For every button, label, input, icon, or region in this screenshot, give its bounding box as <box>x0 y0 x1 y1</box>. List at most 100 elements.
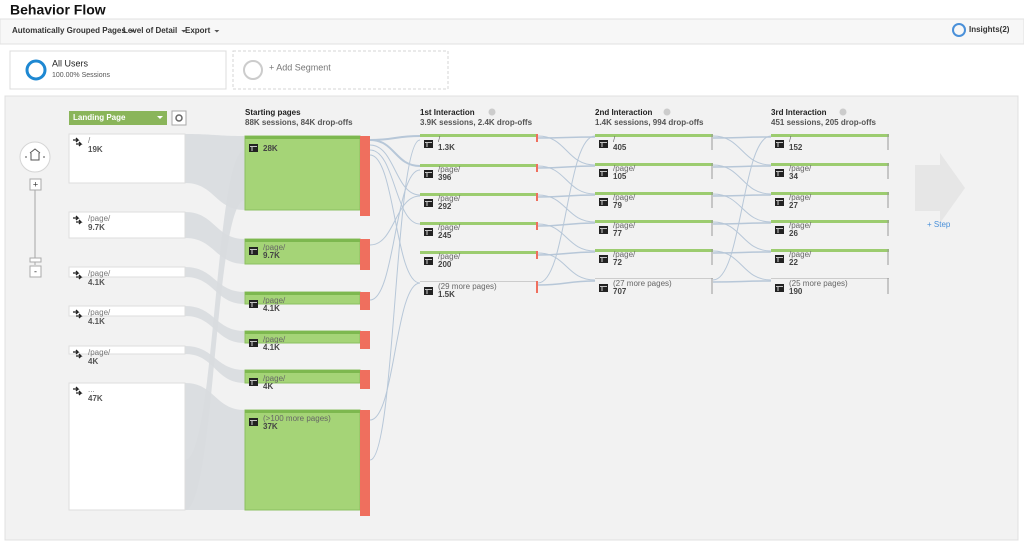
landing-selector-label[interactable]: Landing Page <box>73 113 126 122</box>
flows <box>185 134 772 510</box>
start-node[interactable] <box>244 409 361 511</box>
node-label: /page/ <box>263 335 286 344</box>
interaction-node[interactable] <box>420 193 538 213</box>
column-close[interactable] <box>663 108 671 116</box>
landing-icon <box>73 270 83 280</box>
interaction-node[interactable] <box>771 249 889 269</box>
insights-icon <box>952 23 966 37</box>
node-value: 37K <box>263 422 278 431</box>
landing-node[interactable] <box>68 305 186 317</box>
page-icon <box>249 378 258 386</box>
start-node-top <box>245 331 360 334</box>
insights-button[interactable]: Insights(2) <box>969 25 1010 34</box>
page-icon <box>424 170 433 178</box>
column-close[interactable] <box>839 108 847 116</box>
start-node[interactable] <box>244 135 361 211</box>
interaction-node[interactable] <box>595 220 713 240</box>
landing-node[interactable] <box>68 211 186 239</box>
page-icon-lines <box>776 286 783 291</box>
drop-off <box>536 134 538 142</box>
node-value: 28K <box>263 144 278 153</box>
interaction-flow <box>712 222 772 225</box>
interaction-node[interactable] <box>420 222 538 242</box>
interaction-bar <box>420 164 538 167</box>
add-segment[interactable]: + Add Segment <box>269 62 331 72</box>
page-icon-lines <box>425 289 432 294</box>
page-icon-lines <box>600 257 607 262</box>
node-value: 26 <box>789 229 798 238</box>
toolbar-menu[interactable]: Export <box>185 26 211 35</box>
interaction-node[interactable] <box>420 281 538 301</box>
interaction-node[interactable] <box>420 164 538 184</box>
interaction-node[interactable] <box>420 251 538 271</box>
toolbar-menu[interactable]: Level of Detail <box>123 26 177 35</box>
node-label: /page/ <box>789 193 812 202</box>
node-value: 396 <box>438 173 452 182</box>
interaction-flow <box>537 165 596 195</box>
interaction-flow <box>369 139 421 461</box>
interaction-node[interactable] <box>771 220 889 240</box>
interaction-node[interactable] <box>771 134 889 154</box>
node-label: / <box>438 135 441 144</box>
interaction-flow <box>712 135 772 166</box>
landing-node[interactable] <box>68 345 186 355</box>
interaction-node[interactable] <box>595 249 713 269</box>
interaction-node[interactable] <box>595 134 713 154</box>
settings-button[interactable] <box>171 110 187 126</box>
node-label: /page/ <box>88 269 111 278</box>
node-value: 292 <box>438 202 452 211</box>
zoom-in-button[interactable] <box>29 178 42 191</box>
start-node[interactable] <box>244 238 361 265</box>
landing-node[interactable] <box>68 382 186 511</box>
interaction-node[interactable] <box>771 163 889 183</box>
column-summary: 88K sessions, 84K drop-offs <box>245 118 353 127</box>
interaction-node[interactable] <box>595 278 713 298</box>
column-summary: 1.4K sessions, 994 drop-offs <box>595 118 704 127</box>
step-arrow[interactable] <box>915 153 965 223</box>
interaction-bar <box>420 193 538 196</box>
column-close[interactable] <box>488 108 496 116</box>
page-icon-lines <box>250 341 257 346</box>
landing-node[interactable] <box>68 133 186 184</box>
add-step[interactable]: + Step <box>927 220 951 229</box>
drop-off <box>536 281 538 293</box>
page-icon-lines <box>776 142 783 147</box>
interaction-bar <box>771 163 889 166</box>
interaction-node[interactable] <box>771 278 889 298</box>
menu-caret <box>181 30 187 33</box>
segment-share: 100.00% Sessions <box>52 72 110 79</box>
add-segment-card[interactable] <box>232 50 449 90</box>
landing-node[interactable] <box>68 266 186 278</box>
interaction-bar <box>420 281 538 282</box>
interaction-flow <box>537 194 596 198</box>
node-label: /page/ <box>613 250 636 259</box>
page-icon <box>775 255 784 263</box>
node-value: 152 <box>789 143 803 152</box>
interaction-flow <box>537 280 596 286</box>
node-label: (>100 more pages) <box>263 414 331 423</box>
page-icon-lines <box>776 228 783 233</box>
interaction-node[interactable] <box>595 192 713 212</box>
landing-flow <box>185 383 245 510</box>
menu-caret <box>214 30 220 33</box>
pan-control[interactable] <box>19 141 51 173</box>
interaction-bar <box>595 249 713 252</box>
landing-selector[interactable] <box>69 111 167 125</box>
interaction-flow <box>537 135 596 166</box>
drop-off <box>360 410 370 516</box>
segment-card[interactable] <box>9 50 227 90</box>
page-icon-lines <box>600 228 607 233</box>
node-label: / <box>789 135 792 144</box>
column-summary: 3.9K sessions, 2.4K drop-offs <box>420 118 533 127</box>
interaction-node[interactable] <box>595 163 713 183</box>
page-icon <box>424 140 433 148</box>
toolbar-menu[interactable]: Automatically Grouped Pages <box>12 26 126 35</box>
page-icon <box>775 140 784 148</box>
interaction-node[interactable] <box>771 192 889 212</box>
zoom-out-button[interactable] <box>29 265 42 278</box>
node-label: /page/ <box>789 250 812 259</box>
zoom-handle[interactable] <box>29 257 42 263</box>
interaction-node[interactable] <box>420 134 538 154</box>
interaction-flow <box>369 282 421 421</box>
start-node-top <box>245 370 360 373</box>
